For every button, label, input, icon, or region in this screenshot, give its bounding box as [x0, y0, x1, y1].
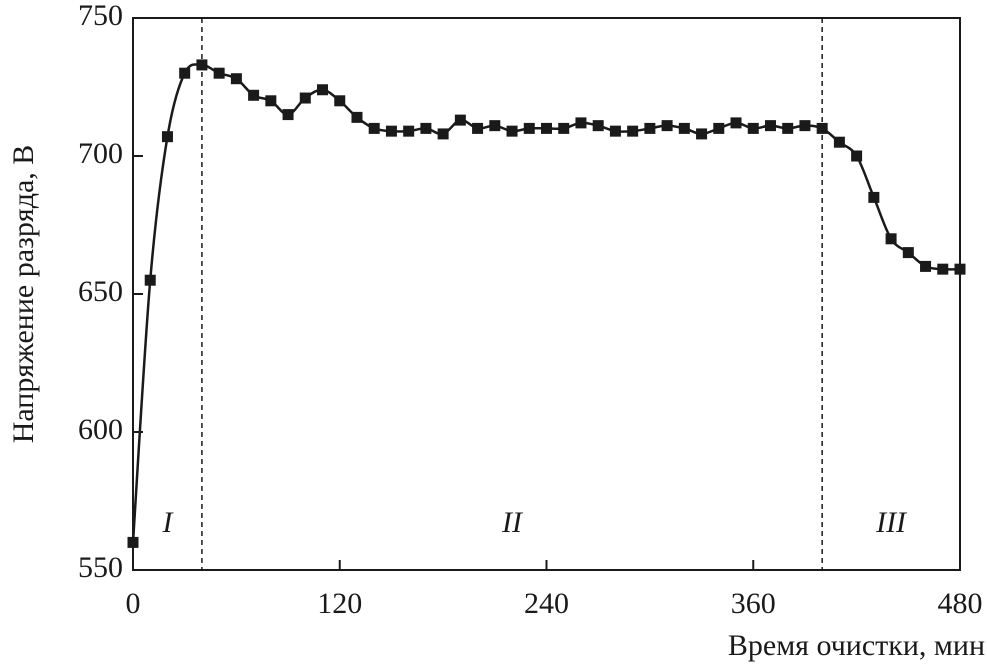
data-point — [885, 233, 897, 245]
data-point — [661, 120, 673, 132]
data-point — [592, 120, 604, 132]
data-point — [317, 84, 329, 96]
data-point — [937, 263, 949, 275]
data-point — [868, 191, 880, 203]
data-point — [902, 247, 914, 259]
data-point — [334, 95, 346, 107]
data-point — [799, 120, 811, 132]
data-point — [558, 122, 570, 134]
data-point — [385, 125, 397, 137]
data-point — [816, 122, 828, 134]
data-point — [230, 73, 242, 85]
data-point — [920, 260, 932, 272]
y-tick-label: 600 — [78, 413, 123, 446]
y-axis-title: Напряжение разряда, В — [7, 145, 40, 444]
data-point — [506, 125, 518, 137]
x-tick-label: 480 — [938, 587, 983, 620]
x-tick-label: 240 — [524, 587, 569, 620]
y-tick-label: 650 — [78, 275, 123, 308]
data-point — [644, 122, 656, 134]
data-point — [678, 122, 690, 134]
data-point — [782, 122, 794, 134]
data-point — [248, 89, 260, 101]
data-point — [282, 109, 294, 121]
region-label: III — [875, 506, 908, 539]
data-point — [764, 120, 776, 132]
data-point — [609, 125, 621, 137]
data-point — [213, 67, 225, 79]
data-point — [351, 111, 363, 123]
plot-frame — [132, 17, 961, 571]
data-point — [541, 122, 552, 134]
data-point — [420, 122, 432, 134]
data-point — [196, 59, 208, 71]
data-point — [454, 114, 466, 126]
data-point — [523, 122, 535, 134]
x-tick-label: 120 — [317, 587, 362, 620]
data-point — [851, 150, 863, 162]
data-point — [299, 92, 311, 104]
y-tick-label: 700 — [78, 137, 123, 170]
data-point — [161, 131, 173, 143]
data-point — [627, 125, 639, 137]
y-tick-label: 750 — [78, 0, 123, 32]
data-point — [730, 117, 742, 129]
data-point — [833, 136, 845, 148]
data-point — [144, 274, 156, 286]
x-axis-title: Время очистки, мин — [728, 629, 985, 662]
region-label: II — [501, 506, 524, 539]
data-point — [403, 125, 415, 137]
x-tick-label: 0 — [126, 587, 141, 620]
series-line — [131, 63, 961, 543]
data-point — [179, 67, 191, 79]
data-point — [265, 95, 277, 107]
data-point — [713, 122, 725, 134]
data-point — [437, 128, 449, 140]
data-point — [472, 122, 484, 134]
data-point — [489, 120, 501, 132]
data-point — [368, 122, 380, 134]
data-point — [575, 117, 587, 129]
data-point — [747, 122, 759, 134]
region-label: I — [161, 506, 174, 539]
x-tick-label: 360 — [731, 587, 776, 620]
data-point — [954, 263, 966, 275]
data-point — [696, 128, 708, 140]
y-tick-label: 550 — [78, 551, 123, 584]
data-point — [127, 536, 139, 548]
